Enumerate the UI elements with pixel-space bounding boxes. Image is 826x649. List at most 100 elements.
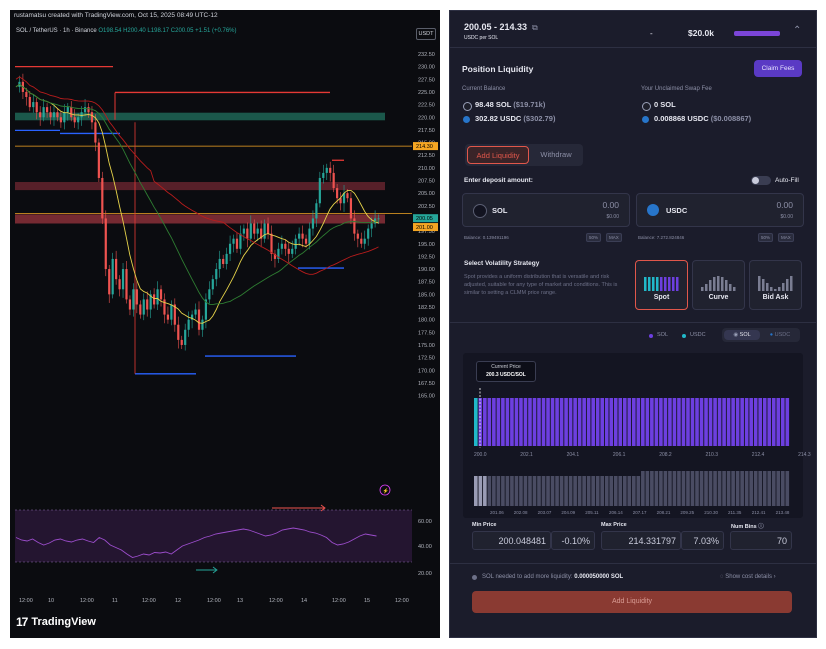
- bin-overview-bar: [699, 471, 704, 506]
- candle-body: [159, 289, 163, 300]
- external-link-icon[interactable]: ⧉: [532, 23, 538, 32]
- candle-body: [273, 253, 277, 259]
- bin-overview-bar: [713, 471, 717, 506]
- price-tag: [413, 214, 438, 223]
- num-bins-input[interactable]: 70: [730, 531, 792, 550]
- candle-body: [263, 223, 266, 239]
- bin-overview-bar: [722, 471, 726, 506]
- info-icon: ⓘ: [758, 524, 764, 530]
- rsi-axis-label: 40.00: [418, 544, 432, 550]
- candle-body: [377, 218, 380, 220]
- candle-body: [211, 279, 214, 290]
- time-axis-label: 12:00: [80, 598, 94, 604]
- usdc-legend-dot: [682, 334, 686, 338]
- price-tag: [413, 142, 438, 151]
- bin-overview-label: 213.48: [775, 510, 790, 515]
- tab-add-liquidity[interactable]: Add Liquidity: [467, 146, 529, 164]
- price-axis-label: 220.00: [418, 115, 435, 121]
- bin-overview-bar: [501, 476, 505, 506]
- rsi-axis-label: 20.00: [418, 571, 432, 577]
- candle-body: [184, 329, 187, 345]
- usdc-50-button[interactable]: 50%: [758, 233, 774, 242]
- toggle-usdc[interactable]: ● USDC: [769, 332, 791, 338]
- candle-body: [80, 112, 83, 118]
- liquidity-bin-bar: [663, 398, 668, 446]
- candle-body: [42, 107, 45, 118]
- usdc-amount-input[interactable]: 0.00: [776, 200, 793, 210]
- sol-deposit-card[interactable]: SOL 0.00 $0.00: [462, 193, 630, 227]
- symbol-name: SOL / TetherUS · 1h · Binance: [16, 28, 97, 34]
- bin-price-label: 200.0: [474, 452, 487, 458]
- usdc-max-button[interactable]: MAX: [778, 233, 794, 242]
- bin-price-label: 208.2: [659, 452, 672, 458]
- current-price-value: 200.3 USDC/SOL: [486, 372, 526, 378]
- sol-amount-input[interactable]: 0.00: [602, 200, 619, 210]
- max-price-percent[interactable]: 7.03%: [681, 531, 724, 550]
- liquidity-bin-bar: [555, 398, 559, 446]
- strategy-spot[interactable]: Spot: [635, 260, 688, 310]
- liquidity-bin-bar: [659, 398, 663, 446]
- rsi-axis-label: 60.00: [418, 519, 432, 525]
- bin-overview-bar: [749, 471, 753, 506]
- strategy-bid-ask[interactable]: Bid Ask: [749, 260, 802, 310]
- range-subtitle: USDC per SOL: [464, 35, 499, 41]
- liquidity-bin-bar: [609, 398, 614, 446]
- bin-overview-bar: [776, 471, 781, 506]
- candle-body: [101, 177, 104, 219]
- candle-body: [318, 177, 321, 204]
- tab-withdraw[interactable]: Withdraw: [540, 150, 572, 159]
- strategy-curve[interactable]: Curve: [692, 260, 745, 310]
- bin-overview-bar: [483, 476, 487, 506]
- time-axis-label: 12:00: [207, 598, 221, 604]
- strategy-spot-label: Spot: [653, 294, 670, 301]
- add-liquidity-button[interactable]: Add Liquidity: [472, 591, 792, 613]
- candle-body: [87, 107, 90, 113]
- max-price-input[interactable]: 214.331797: [601, 531, 681, 550]
- liquidity-bin-bar: [650, 398, 654, 446]
- sol-needed-text: SOL needed to add more liquidity: 0.0000…: [482, 574, 624, 580]
- bin-overview-bar: [654, 471, 659, 506]
- bin-overview-bar: [668, 471, 672, 506]
- price-tag: [413, 223, 438, 232]
- candle-body: [90, 112, 94, 123]
- candle-body: [266, 223, 270, 234]
- autofill-toggle[interactable]: [751, 176, 771, 185]
- time-axis-label: 12:00: [19, 598, 33, 604]
- candle-body: [332, 172, 335, 189]
- usdc-deposit-card[interactable]: USDC 0.00 $0.00: [636, 193, 804, 227]
- sol-50-button[interactable]: 50%: [586, 233, 602, 242]
- candle-body: [121, 269, 125, 290]
- claim-fees-button[interactable]: Claim Fees: [754, 60, 802, 77]
- arrow-head: [320, 504, 326, 512]
- liquidity-bin-bar: [474, 398, 478, 446]
- liquidity-bin-bar: [749, 398, 753, 446]
- spinner-icon: ◌: [720, 574, 724, 580]
- sol-max-button[interactable]: MAX: [606, 233, 622, 242]
- price-axis-label: 182.50: [418, 305, 435, 311]
- toggle-sol[interactable]: ◉ SOL: [724, 330, 760, 340]
- lightning-icon: [379, 484, 391, 496]
- bin-overview-bar: [564, 476, 568, 506]
- num-bins-label: Num Bins ⓘ: [731, 524, 764, 530]
- price-axis-label: 232.50: [418, 52, 435, 58]
- show-cost-details-link[interactable]: ◌ Show cost details ›: [720, 574, 776, 580]
- liquidity-bin-bar: [564, 398, 568, 446]
- bin-overview-bar: [568, 476, 573, 506]
- bin-overview-bar: [690, 471, 695, 506]
- bin-overview-bar: [609, 476, 614, 506]
- min-price-percent[interactable]: -0.10%: [551, 531, 595, 550]
- liquidity-bin-bar: [654, 398, 659, 446]
- rsi-pane: [15, 510, 412, 562]
- candle-body: [77, 117, 80, 123]
- chevron-up-icon[interactable]: ⌃: [793, 25, 802, 36]
- liquidity-bin-bar: [532, 398, 537, 446]
- candle-body: [35, 102, 38, 113]
- candle-body: [108, 269, 111, 295]
- liquidity-bin-bar: [496, 398, 501, 446]
- min-price-input[interactable]: 200.048481: [472, 531, 551, 550]
- bin-overview-label: 206.14: [609, 510, 623, 515]
- candle-body: [146, 299, 149, 310]
- liquidity-bin-bar: [546, 398, 550, 446]
- bin-price-label: 212.4: [751, 452, 765, 458]
- currency-badge[interactable]: USDT: [416, 28, 436, 40]
